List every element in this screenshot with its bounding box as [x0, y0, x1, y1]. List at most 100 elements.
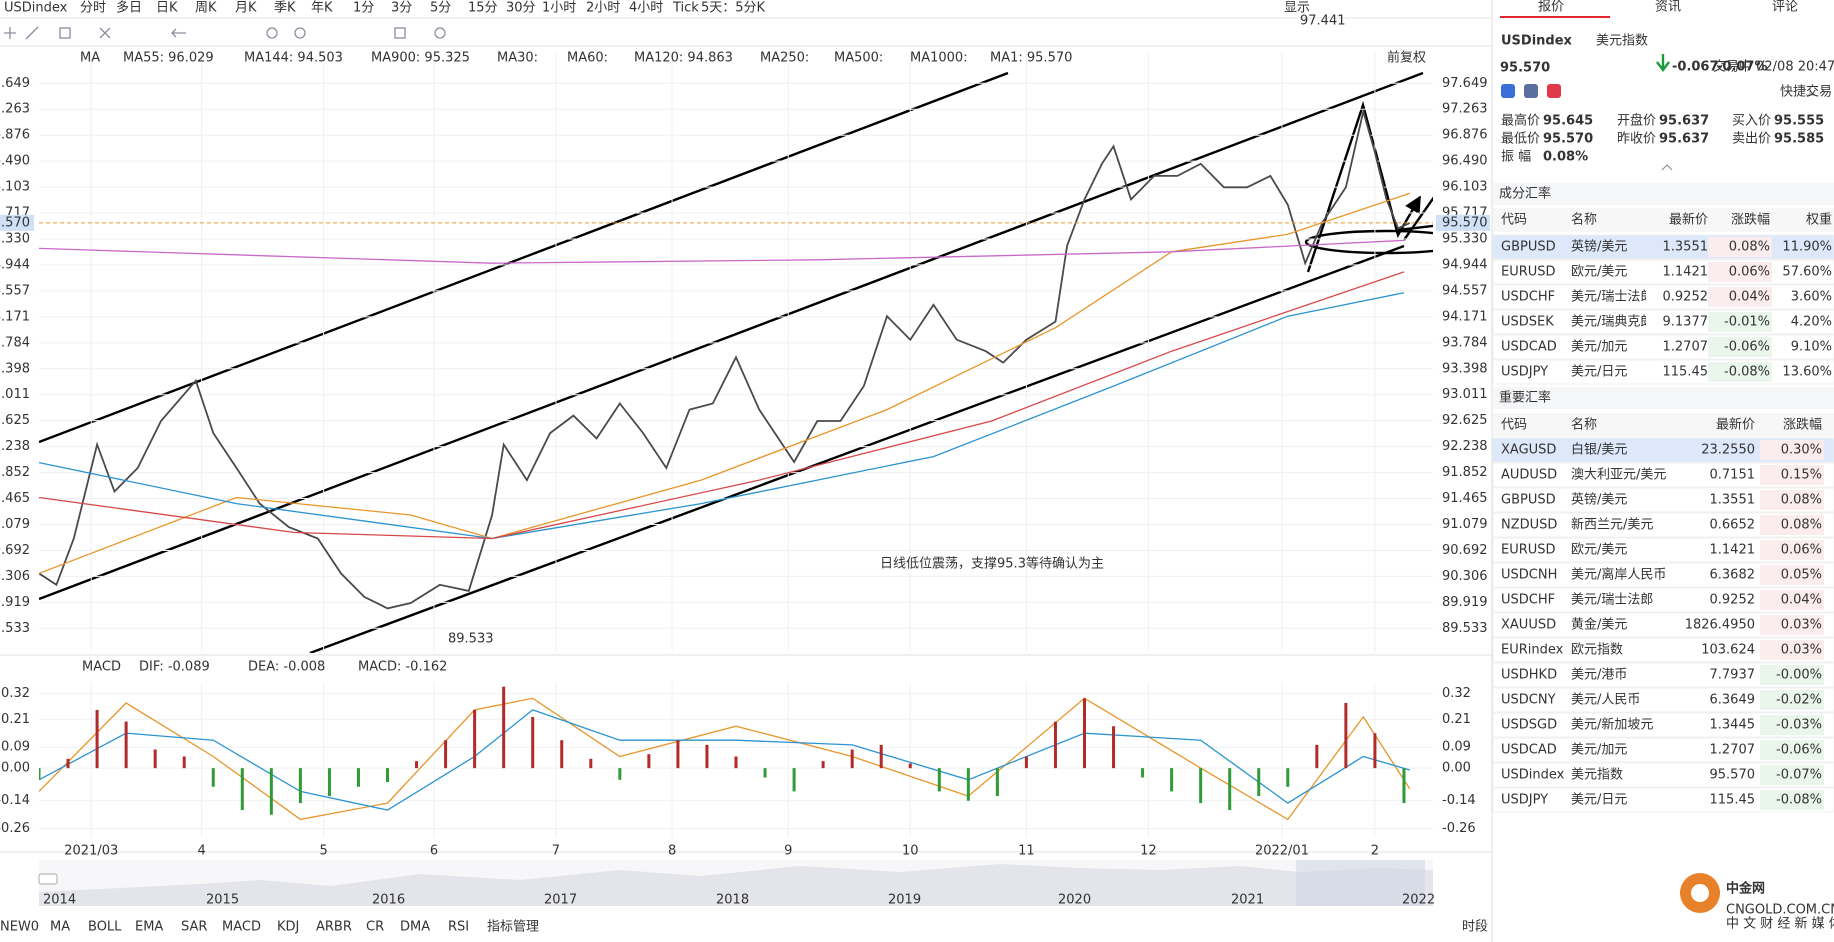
table-cell: 1.2707 — [1710, 743, 1756, 758]
period-tab[interactable]: 日K — [156, 1, 178, 16]
histogram-bar — [153, 749, 157, 769]
indicator-tab[interactable]: 指标管理 — [487, 920, 539, 935]
period-tab[interactable]: 3分 — [391, 1, 412, 16]
table-row[interactable] — [1492, 359, 1834, 385]
legend-item[interactable]: MA1000: — [910, 51, 968, 66]
display-menu[interactable]: 显示 — [1284, 1, 1310, 16]
period-tab[interactable]: 5天：5分K — [701, 1, 766, 16]
globe-icon[interactable] — [1501, 84, 1515, 98]
table-header-cell[interactable]: 权重 — [1806, 212, 1832, 228]
period-tab[interactable]: 1小时 — [542, 1, 576, 16]
period-tab[interactable]: 2小时 — [586, 1, 620, 16]
symbol-tab[interactable]: USDindex — [4, 1, 68, 16]
table-row[interactable] — [1492, 309, 1834, 335]
crosshair-tool[interactable] — [4, 27, 16, 39]
table-cell: USDSGD — [1501, 718, 1557, 733]
indicator-name: MACD — [82, 660, 121, 675]
legend-item[interactable]: DEA: -0.008 — [248, 660, 325, 675]
series-line — [39, 192, 1411, 575]
circle-tool[interactable] — [266, 27, 278, 39]
period-tab[interactable]: Tick — [672, 1, 699, 16]
fav-icon[interactable] — [1547, 84, 1561, 98]
session-toggle[interactable]: 时段 — [1462, 920, 1488, 935]
indicator-tab[interactable]: DMA — [400, 920, 430, 935]
drawing-tools[interactable] — [4, 26, 446, 40]
period-tab[interactable]: 多日 — [116, 0, 142, 16]
legend-item[interactable]: MA1: 95.570 — [990, 51, 1072, 66]
quick-trade[interactable]: 快捷交易 — [1780, 84, 1832, 100]
table-header-cell[interactable]: 涨跌幅 — [1783, 417, 1822, 433]
table-cell: EURUSD — [1501, 265, 1556, 280]
panel-tab[interactable]: 评论 — [1772, 0, 1798, 15]
collapse-icon[interactable] — [1661, 164, 1673, 171]
rect-tool[interactable] — [59, 27, 71, 39]
table-cell: -0.07% — [1776, 768, 1822, 783]
table-header-cell[interactable]: 涨跌幅 — [1731, 212, 1770, 228]
indicator-tab[interactable]: SAR — [181, 920, 207, 935]
indicator-tab[interactable]: BOLL — [88, 920, 122, 935]
indicator-tab[interactable]: ARBR — [316, 920, 352, 935]
table-row[interactable] — [1492, 334, 1834, 360]
period-tab[interactable]: 5分 — [430, 1, 451, 16]
indicator-tab[interactable]: EMA — [135, 920, 163, 935]
undo-tool[interactable] — [171, 28, 186, 38]
legend-item[interactable]: MA500: — [834, 51, 883, 66]
table-row[interactable] — [1492, 234, 1834, 260]
period-tab[interactable]: 分时 — [80, 1, 106, 16]
histogram-bar — [734, 756, 738, 769]
indicator-tab[interactable]: CR — [366, 920, 384, 935]
legend-item[interactable]: MA60: — [567, 51, 608, 66]
table-cell: 英镑/美元 — [1571, 239, 1627, 255]
x-tick-label: 2021/03 — [64, 844, 118, 859]
adjust-toggle[interactable]: 前复权 — [1387, 50, 1426, 66]
period-tab[interactable]: 年K — [311, 1, 333, 16]
navigator-handle[interactable] — [38, 873, 58, 885]
stat-label: 最低价 — [1501, 132, 1540, 147]
indicator-tab[interactable]: KDJ — [277, 920, 299, 935]
note-icon[interactable] — [1524, 84, 1538, 98]
period-tab[interactable]: 4小时 — [629, 1, 663, 16]
line-tool[interactable] — [25, 26, 39, 40]
legend-item[interactable]: MACD: -0.162 — [358, 660, 447, 675]
fib-tool[interactable] — [99, 27, 111, 39]
table-header — [1493, 413, 1834, 437]
panel-tab[interactable]: 资讯 — [1655, 0, 1681, 15]
eye-tool[interactable] — [434, 27, 446, 39]
indicator-tab[interactable]: MA — [50, 920, 70, 935]
legend-item[interactable]: MA55: 96.029 — [123, 51, 214, 66]
legend-item[interactable]: MA144: 94.503 — [244, 51, 343, 66]
histogram-bar — [95, 709, 99, 769]
legend-item[interactable]: DIF: -0.089 — [139, 660, 210, 675]
legend-item[interactable]: MA120: 94.863 — [634, 51, 733, 66]
table-row[interactable] — [1492, 284, 1834, 310]
change-cell — [1760, 615, 1824, 635]
table-header-cell[interactable]: 最新价 — [1716, 417, 1755, 433]
navigator-window[interactable] — [1296, 860, 1425, 906]
change-cell — [1708, 362, 1772, 382]
period-tab[interactable]: 月K — [235, 1, 257, 16]
indicator-tab[interactable]: MACD — [222, 920, 261, 935]
legend-item[interactable]: MA250: — [760, 51, 809, 66]
period-tab[interactable]: 30分 — [506, 1, 536, 16]
y-tick-label: 91.079 — [0, 517, 30, 532]
x-tick-label: 7 — [552, 844, 560, 859]
legend-item[interactable]: MA30: — [497, 51, 538, 66]
delete-tool[interactable] — [394, 27, 406, 39]
panel-tab[interactable]: 报价 — [1538, 0, 1564, 15]
period-tab[interactable]: 1分 — [353, 1, 374, 16]
table-row[interactable] — [1492, 259, 1834, 285]
period-tab[interactable]: 周K — [195, 1, 217, 16]
circle-tool[interactable] — [294, 27, 306, 39]
indicator-tab[interactable]: RSI — [448, 920, 469, 935]
indicator-tab[interactable]: NEW0 — [0, 920, 39, 935]
bell-icon[interactable] — [1806, 87, 1814, 96]
period-tab[interactable]: 15分 — [468, 1, 498, 16]
period-tab[interactable]: 季K — [274, 1, 296, 16]
table-cell: 美元/瑞典克朗 — [1571, 315, 1653, 330]
y-tick-label: 94.171 — [0, 309, 30, 324]
watermark-slogan: 中 文 财 经 新 媒 体 — [1726, 916, 1834, 932]
table-cell: GBPUSD — [1501, 240, 1556, 255]
table-header-cell[interactable]: 最新价 — [1669, 212, 1708, 228]
legend-item[interactable]: MA900: 95.325 — [371, 51, 470, 66]
y-tick-label: 0.00 — [1442, 761, 1471, 776]
